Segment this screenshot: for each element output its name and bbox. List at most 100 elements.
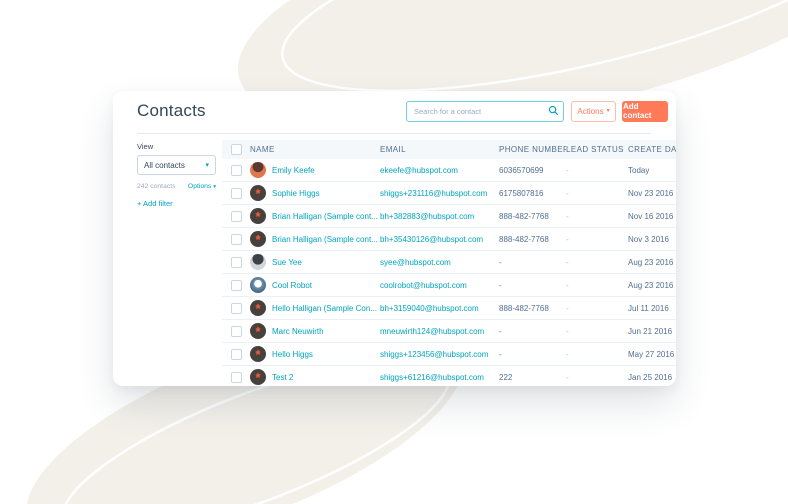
row-checkbox[interactable] bbox=[230, 325, 242, 337]
contact-email-link[interactable]: ekeefe@hubspot.com bbox=[380, 165, 458, 175]
table-row: * Brian Halligan (Sample cont... bh+3828… bbox=[222, 205, 676, 228]
contact-lead-status: - bbox=[566, 188, 569, 198]
row-checkbox[interactable] bbox=[230, 371, 242, 383]
search-icon bbox=[548, 105, 559, 116]
options-link[interactable]: Options ▾ bbox=[187, 183, 216, 190]
table-row: * Hello Halligan (Sample Con... bh+31590… bbox=[222, 297, 676, 320]
contact-name-link[interactable]: Test 2 bbox=[272, 372, 294, 382]
actions-button[interactable]: Actions ▾ bbox=[571, 100, 616, 122]
contact-phone: - bbox=[499, 257, 502, 267]
table-row: Sue Yee syee@hubspot.com - - Aug 23 2016 bbox=[222, 251, 676, 274]
column-header-create-date[interactable]: CREATE DATE▼ bbox=[628, 145, 676, 154]
contact-email-link[interactable]: shiggs+123456@hubspot.com bbox=[380, 349, 489, 359]
row-checkbox[interactable] bbox=[230, 210, 242, 222]
header-divider bbox=[137, 133, 651, 134]
column-header-lead-status[interactable]: LEAD STATUS bbox=[566, 145, 624, 154]
contact-create-date: Today bbox=[628, 165, 650, 175]
contact-phone: 888-482-7768 bbox=[499, 303, 549, 313]
contact-name-link[interactable]: Brian Halligan (Sample cont... bbox=[272, 234, 378, 244]
add-contact-button[interactable]: Add contact bbox=[622, 100, 668, 122]
contact-phone: 6175807816 bbox=[499, 188, 544, 198]
contact-avatar: * bbox=[250, 369, 266, 385]
table-row: * Marc Neuwirth mneuwirth124@hubspot.com… bbox=[222, 320, 676, 343]
table-row: * Hello Higgs shiggs+123456@hubspot.com … bbox=[222, 343, 676, 366]
contact-lead-status: - bbox=[566, 234, 569, 244]
contact-name-link[interactable]: Emily Keefe bbox=[272, 165, 315, 175]
view-select-dropdown[interactable]: All contacts ▾ bbox=[137, 155, 216, 175]
contact-create-date: Nov 3 2016 bbox=[628, 234, 669, 244]
contact-name-link[interactable]: Sophie Higgs bbox=[272, 188, 320, 198]
add-filter-link[interactable]: + Add filter bbox=[137, 199, 173, 208]
table-row: * Sophie Higgs shiggs+231116@hubspot.com… bbox=[222, 182, 676, 205]
table-row: * Brian Halligan (Sample cont... bh+3543… bbox=[222, 228, 676, 251]
contact-create-date: Aug 23 2016 bbox=[628, 280, 674, 290]
contact-name-link[interactable]: Brian Halligan (Sample cont... bbox=[272, 211, 378, 221]
filter-sidebar: View All contacts ▾ 242 contacts Options… bbox=[137, 142, 216, 208]
contact-create-date: Nov 23 2016 bbox=[628, 188, 674, 198]
row-checkbox[interactable] bbox=[230, 302, 242, 314]
contact-avatar: * bbox=[250, 208, 266, 224]
actions-button-label: Actions bbox=[577, 106, 604, 116]
row-checkbox[interactable] bbox=[230, 256, 242, 268]
select-all-checkbox[interactable] bbox=[230, 144, 242, 155]
contact-count: 242 contacts bbox=[137, 183, 176, 190]
column-header-name[interactable]: NAME bbox=[250, 145, 275, 154]
contact-email-link[interactable]: coolrobot@hubspot.com bbox=[380, 280, 467, 290]
count-row: 242 contacts Options ▾ bbox=[137, 183, 216, 190]
contact-email-link[interactable]: shiggs+231116@hubspot.com bbox=[380, 188, 488, 198]
view-label: View bbox=[137, 142, 154, 151]
contact-lead-status: - bbox=[566, 349, 569, 359]
caret-down-icon: ▾ bbox=[205, 162, 209, 169]
row-checkbox[interactable] bbox=[230, 279, 242, 291]
contact-create-date: Jul 11 2016 bbox=[628, 303, 669, 313]
contact-phone: 222 bbox=[499, 372, 513, 382]
contact-name-link[interactable]: Hello Higgs bbox=[272, 349, 313, 359]
contact-avatar: * bbox=[250, 231, 266, 247]
contact-avatar bbox=[250, 162, 266, 178]
contact-lead-status: - bbox=[566, 326, 569, 336]
table-row: * Test 2 shiggs+61216@hubspot.com 222 - … bbox=[222, 366, 676, 386]
caret-down-icon: ▾ bbox=[213, 184, 216, 190]
contact-avatar: * bbox=[250, 185, 266, 201]
contact-create-date: Aug 23 2016 bbox=[628, 257, 674, 267]
row-checkbox[interactable] bbox=[230, 164, 242, 176]
row-checkbox[interactable] bbox=[230, 348, 242, 360]
row-checkbox[interactable] bbox=[230, 187, 242, 199]
search-wrap bbox=[406, 100, 564, 122]
contact-email-link[interactable]: shiggs+61216@hubspot.com bbox=[380, 372, 484, 382]
contact-phone: - bbox=[499, 280, 502, 290]
column-header-phone[interactable]: PHONE NUMBER bbox=[499, 145, 566, 154]
row-checkbox[interactable] bbox=[230, 233, 242, 245]
contact-name-link[interactable]: Marc Neuwirth bbox=[272, 326, 324, 336]
contact-email-link[interactable]: bh+3159040@hubspot.com bbox=[380, 303, 479, 313]
contact-lead-status: - bbox=[566, 211, 569, 221]
search-input[interactable] bbox=[406, 100, 564, 122]
contacts-table: NAME EMAIL PHONE NUMBER LEAD STATUS CREA… bbox=[222, 140, 676, 386]
contact-email-link[interactable]: bh+35430126@hubspot.com bbox=[380, 234, 484, 244]
contact-name-link[interactable]: Sue Yee bbox=[272, 257, 302, 267]
contact-phone: - bbox=[499, 326, 502, 336]
contact-avatar: * bbox=[250, 300, 266, 316]
table-header-row: NAME EMAIL PHONE NUMBER LEAD STATUS CREA… bbox=[222, 140, 676, 159]
table-row: Cool Robot coolrobot@hubspot.com - - Aug… bbox=[222, 274, 676, 297]
contact-lead-status: - bbox=[566, 280, 569, 290]
contact-phone: 888-482-7768 bbox=[499, 234, 549, 244]
contact-create-date: Jun 21 2016 bbox=[628, 326, 673, 336]
contact-lead-status: - bbox=[566, 372, 569, 382]
card-header: Contacts Actions ▾ Add contact bbox=[137, 99, 668, 123]
contact-create-date: Jan 25 2016 bbox=[628, 372, 673, 382]
contact-avatar bbox=[250, 277, 266, 293]
contact-email-link[interactable]: mneuwirth124@hubspot.com bbox=[380, 326, 485, 336]
column-header-email[interactable]: EMAIL bbox=[380, 145, 407, 154]
contact-email-link[interactable]: syee@hubspot.com bbox=[380, 257, 451, 267]
contact-avatar bbox=[250, 254, 266, 270]
contact-lead-status: - bbox=[566, 303, 569, 313]
contact-email-link[interactable]: bh+382883@hubspot.com bbox=[380, 211, 475, 221]
contact-lead-status: - bbox=[566, 257, 569, 267]
contact-name-link[interactable]: Hello Halligan (Sample Con... bbox=[272, 303, 377, 313]
contact-lead-status: - bbox=[566, 165, 569, 175]
contact-name-link[interactable]: Cool Robot bbox=[272, 280, 313, 290]
table-body: Emily Keefe ekeefe@hubspot.com 603657069… bbox=[222, 159, 676, 386]
contact-phone: - bbox=[499, 349, 502, 359]
